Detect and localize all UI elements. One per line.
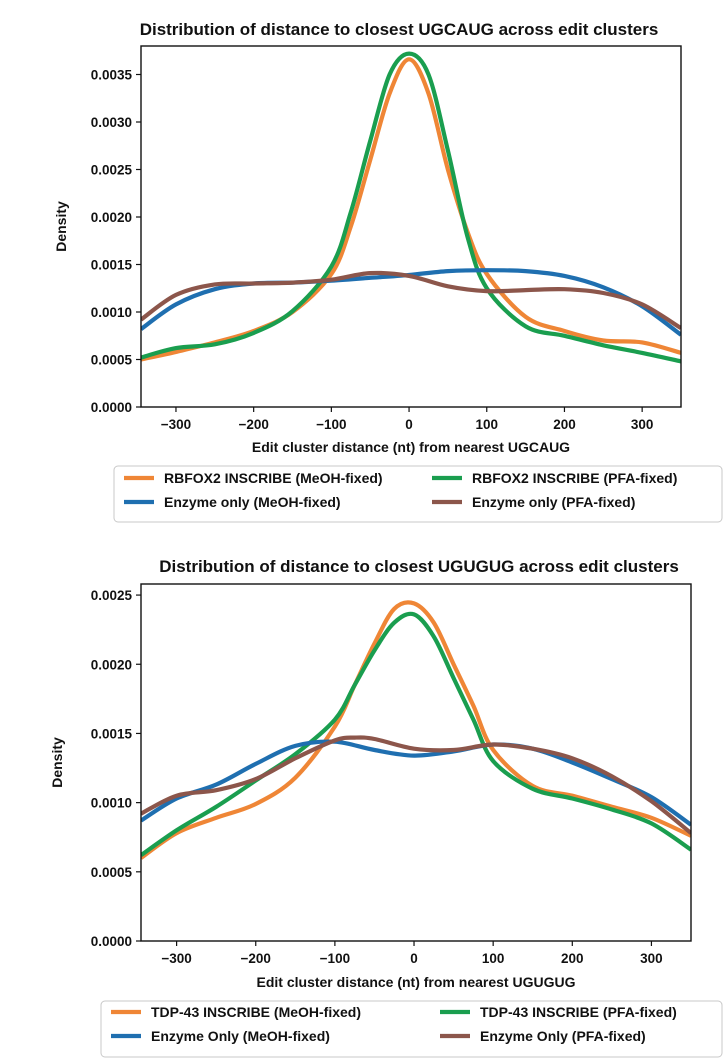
y-tick-label: 0.0000 (91, 400, 132, 415)
series-line-2 (141, 51, 681, 364)
y-tick-label: 0.0010 (91, 796, 132, 811)
y-tick-label: 0.0015 (91, 258, 133, 273)
plot-frame (140, 583, 692, 942)
x-tick-label: −300 (161, 417, 191, 432)
x-tick-label: 0 (410, 951, 418, 966)
legend-box (100, 1000, 723, 1058)
x-tick-label: 300 (631, 417, 654, 432)
series-line-4 (141, 735, 691, 835)
y-tick-label: 0.0000 (91, 934, 132, 949)
x-tick-label: 100 (475, 417, 498, 432)
plot-frame (140, 45, 682, 408)
y-tick-label: 0.0035 (91, 68, 133, 83)
legend-label: Enzyme Only (MeOH-fixed) (151, 1028, 330, 1044)
series-line-1 (141, 600, 691, 860)
legend-label: TDP-43 INSCRIBE (MeOH-fixed) (151, 1004, 361, 1020)
y-tick-label: 0.0005 (91, 353, 133, 368)
legend-label: Enzyme only (MeOH-fixed) (164, 494, 341, 510)
x-tick-label: −100 (320, 951, 350, 966)
series-line-1 (141, 57, 681, 362)
y-axis-label: Density (53, 201, 69, 252)
x-tick-label: 300 (640, 951, 663, 966)
y-tick-label: 0.0030 (91, 115, 132, 130)
y-tick-label: 0.0020 (91, 657, 132, 672)
legend: RBFOX2 INSCRIBE (MeOH-fixed) RBFOX2 INSCR… (113, 465, 723, 523)
y-axis-label: Density (49, 737, 65, 788)
y-tick-label: 0.0025 (91, 163, 133, 178)
chart-title: Distribution of distance to closest UGUG… (159, 557, 679, 576)
legend-box (113, 465, 723, 523)
x-tick-label: −200 (241, 951, 271, 966)
series-line-3 (141, 739, 691, 827)
y-tick-label: 0.0015 (91, 726, 133, 741)
x-tick-label: 200 (553, 417, 576, 432)
series-line-3 (141, 268, 681, 337)
chart-2: Distribution of distance to closest UGUG… (49, 557, 723, 1058)
legend-label: RBFOX2 INSCRIBE (PFA-fixed) (472, 470, 677, 486)
legend: TDP-43 INSCRIBE (MeOH-fixed) TDP-43 INSCR… (100, 1000, 723, 1058)
chart-1: Distribution of distance to closest UGCA… (53, 20, 723, 523)
y-tick-label: 0.0025 (91, 588, 133, 603)
x-axis-label: Edit cluster distance (nt) from nearest … (257, 974, 576, 990)
x-tick-label: −100 (316, 417, 346, 432)
legend-label: RBFOX2 INSCRIBE (MeOH-fixed) (164, 470, 383, 486)
legend-label: Enzyme only (PFA-fixed) (472, 494, 635, 510)
x-tick-label: 100 (482, 951, 505, 966)
x-tick-label: 0 (405, 417, 413, 432)
chart-title: Distribution of distance to closest UGCA… (140, 20, 659, 39)
y-tick-label: 0.0005 (91, 865, 133, 880)
y-tick-label: 0.0020 (91, 210, 132, 225)
y-tick-label: 0.0010 (91, 305, 132, 320)
x-tick-label: −200 (238, 417, 268, 432)
series-line-4 (141, 270, 681, 330)
legend-label: Enzyme Only (PFA-fixed) (480, 1028, 646, 1044)
x-axis-label: Edit cluster distance (nt) from nearest … (252, 439, 570, 455)
legend-label: TDP-43 INSCRIBE (PFA-fixed) (480, 1004, 677, 1020)
x-tick-label: −300 (161, 951, 191, 966)
series-line-2 (141, 611, 691, 857)
x-tick-label: 200 (561, 951, 584, 966)
